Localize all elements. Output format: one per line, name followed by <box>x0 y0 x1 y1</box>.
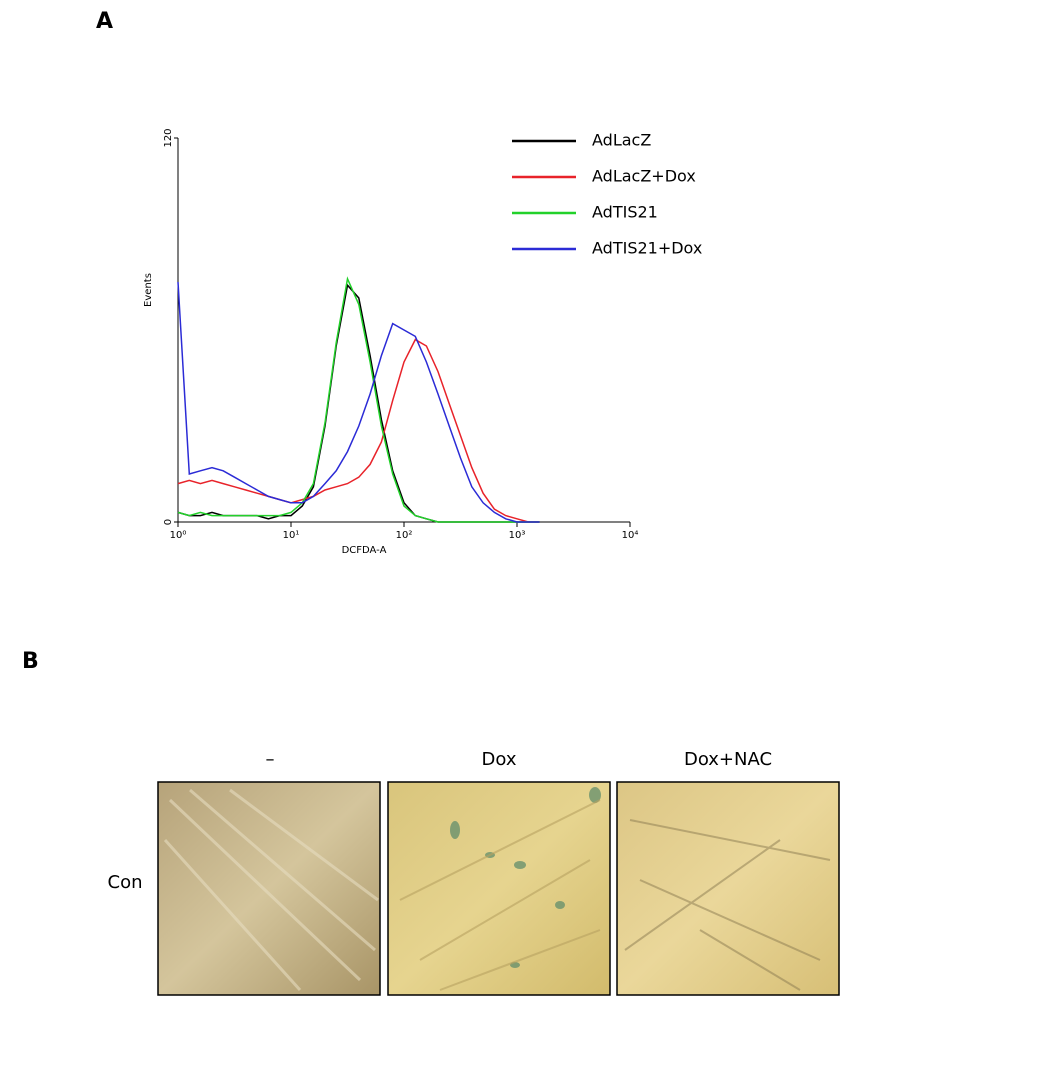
x-tick-label: 10² <box>396 530 413 541</box>
legend-label: AdTIS21+Dox <box>592 239 702 258</box>
figure: A B 10⁰ 10¹ 10² 10³ 10⁴ 0 120 DCFDA-A Events AdLa… <box>0 0 1064 1062</box>
micrograph <box>617 782 839 995</box>
micrograph <box>158 782 380 995</box>
micrograph <box>388 782 610 995</box>
legend-label: AdLacZ+Dox <box>592 167 696 186</box>
column-label: Dox <box>482 749 517 770</box>
legend-label: AdLacZ <box>592 131 651 150</box>
series-line <box>178 340 540 522</box>
row-label: Con <box>108 872 143 893</box>
y-tick-label: 0 <box>163 519 174 525</box>
y-axis-label: Events <box>143 273 154 307</box>
x-tick-label: 10¹ <box>283 530 300 541</box>
x-tick-label: 10⁴ <box>622 530 639 541</box>
panel-label: B <box>22 649 39 674</box>
x-tick-label: 10³ <box>509 530 526 541</box>
panel-label: A <box>96 9 113 34</box>
column-label: Dox+NAC <box>684 749 772 770</box>
histogram: 10⁰ 10¹ 10² 10³ 10⁴ 0 120 DCFDA-A Events AdLacZ Ad… <box>143 128 702 556</box>
x-tick-label: 10⁰ <box>170 530 187 541</box>
column-label: – <box>266 749 275 770</box>
legend-label: AdTIS21 <box>592 203 658 222</box>
x-axis-label: DCFDA-A <box>342 545 387 556</box>
y-tick-label: 120 <box>163 128 174 147</box>
